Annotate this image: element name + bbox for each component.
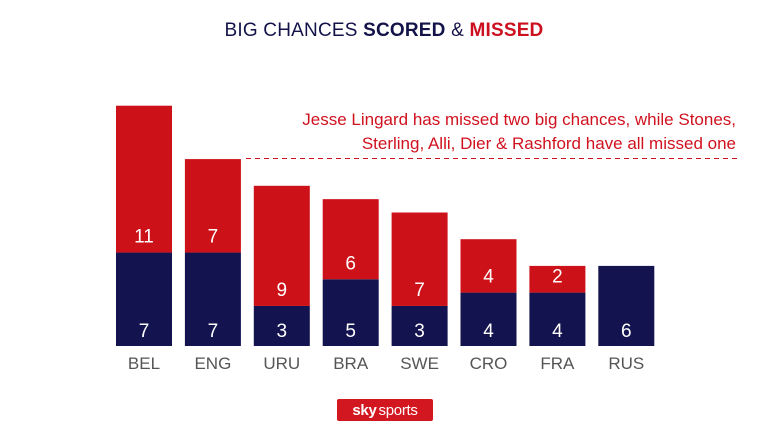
title-part-scored: SCORED	[363, 20, 446, 41]
label-missed-uru: 9	[277, 280, 288, 301]
chart-annotation: Jesse Lingard has missed two big chances…	[216, 108, 736, 156]
bar-scored-rus	[598, 265, 655, 346]
label-scored-bel: 7	[139, 321, 150, 342]
bar-missed-eng	[184, 159, 241, 253]
tick-label-swe: SWE	[400, 354, 439, 373]
chart-title: BIG CHANCES SCORED & MISSED	[0, 20, 768, 42]
title-part-1: BIG CHANCES	[224, 20, 364, 41]
tick-label-bra: BRA	[333, 354, 369, 373]
tick-label-rus: RUS	[608, 354, 644, 373]
bar-scored-fra	[529, 292, 586, 346]
label-missed-swe: 7	[414, 280, 425, 301]
bar-scored-cro	[460, 292, 517, 346]
tick-label-bel: BEL	[128, 354, 160, 373]
logo-word-sports: sports	[378, 401, 418, 419]
label-scored-uru: 3	[277, 321, 288, 342]
bar-missed-bel	[116, 105, 172, 253]
label-missed-bra: 6	[345, 253, 356, 274]
title-part-missed: MISSED	[469, 20, 544, 41]
label-scored-rus: 6	[621, 321, 632, 342]
bar-missed-cro	[460, 239, 517, 293]
label-scored-cro: 4	[483, 321, 494, 342]
bar-missed-bra	[322, 199, 379, 280]
bar-missed-swe	[391, 212, 448, 306]
label-missed-fra: 2	[552, 267, 563, 288]
annotation-line-1: Jesse Lingard has missed two big chances…	[302, 110, 736, 129]
bar-missed-uru	[253, 185, 310, 306]
annotation-line-2: Sterling, Alli, Dier & Rashford have all…	[361, 134, 736, 153]
bar-scored-bra	[322, 279, 379, 346]
label-scored-eng: 7	[208, 321, 219, 342]
label-scored-bra: 5	[345, 321, 356, 342]
bar-scored-uru	[253, 305, 310, 346]
bar-scored-bel	[116, 252, 172, 346]
tick-label-fra: FRA	[540, 354, 575, 373]
bar-scored-swe	[391, 305, 448, 346]
label-missed-bel: 11	[134, 227, 154, 248]
title-part-ampersand: &	[445, 20, 470, 41]
sky-sports-logo: sky sports	[337, 399, 433, 421]
label-missed-eng: 7	[208, 227, 219, 248]
label-scored-fra: 4	[552, 321, 563, 342]
bar-scored-eng	[184, 252, 241, 346]
label-missed-cro: 4	[483, 267, 494, 288]
tick-label-uru: URU	[263, 354, 300, 373]
tick-label-eng: ENG	[194, 354, 231, 373]
label-scored-swe: 3	[414, 321, 425, 342]
logo-word-sky: sky	[352, 401, 377, 419]
tick-label-cro: CRO	[470, 354, 508, 373]
bar-missed-fra	[529, 265, 586, 293]
